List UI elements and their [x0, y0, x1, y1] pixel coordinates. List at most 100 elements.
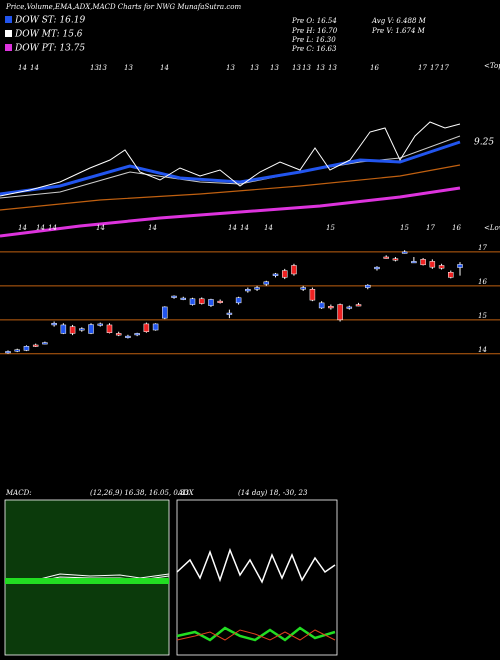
date-label: 13	[98, 64, 107, 72]
candle-body	[291, 265, 297, 275]
candle-body	[401, 251, 408, 254]
macd-histogram	[5, 578, 169, 584]
candle-body	[254, 287, 260, 290]
stat: Pre L: 16.30	[291, 36, 336, 44]
y-tick-label: 14	[478, 346, 487, 354]
candle-body	[79, 328, 85, 331]
date-label: 13	[124, 64, 133, 72]
candle-body	[263, 281, 270, 285]
candle-body	[143, 323, 150, 332]
candle-body	[5, 351, 11, 354]
date-label: 15	[326, 224, 335, 232]
adx-panel	[176, 499, 338, 656]
date-label: 17	[426, 224, 435, 232]
date-label: 17	[440, 64, 449, 72]
adx-label: ADX	[177, 489, 195, 497]
candle-body	[180, 297, 187, 300]
date-label: 13	[90, 64, 99, 72]
legend-entry: DOW ST: 16.19	[14, 16, 85, 26]
candle-body	[235, 297, 242, 304]
adx-line	[176, 547, 336, 584]
candle-body	[217, 300, 223, 303]
candle-body	[171, 295, 177, 298]
candle-body	[134, 333, 140, 336]
stat: Pre V: 1.674 M	[371, 27, 426, 35]
candle-body	[309, 289, 316, 301]
y-tick-label: 16	[478, 278, 487, 286]
date-label: 13	[292, 64, 301, 72]
date-label: 14	[240, 224, 249, 232]
candle-body	[300, 287, 306, 290]
date-label: 14	[18, 64, 27, 72]
candle-body	[60, 324, 67, 334]
date-label: 16	[370, 64, 379, 72]
candle-body	[438, 265, 445, 269]
date-label: 15	[400, 224, 409, 232]
minus-di-line	[176, 629, 336, 641]
candle-body	[374, 266, 380, 270]
ema-line	[0, 186, 461, 238]
legend-swatch	[5, 16, 12, 23]
date-label: 17	[430, 64, 439, 72]
legend-swatch	[5, 30, 12, 37]
candle-body	[383, 256, 389, 259]
date-label: 14	[36, 224, 45, 232]
candle-body	[69, 326, 76, 334]
date-label: 13	[226, 64, 235, 72]
candle-body	[42, 342, 48, 345]
ema-line	[0, 135, 461, 199]
candle-body	[448, 272, 454, 278]
date-label: 14	[30, 64, 39, 72]
stat: Pre C: 16.63	[291, 45, 337, 53]
date-label: 14	[264, 224, 273, 232]
candle-body	[346, 306, 353, 309]
plus-di-line	[176, 626, 336, 642]
price-line	[0, 121, 461, 197]
stat: Avg V: 6.488 M	[371, 17, 427, 25]
date-label: 13	[316, 64, 325, 72]
candle-body	[115, 333, 122, 336]
candle-body	[272, 273, 279, 276]
candle-body	[411, 261, 417, 264]
candle-body	[318, 302, 325, 309]
candle-body	[106, 324, 113, 333]
candle-body	[365, 284, 371, 288]
candle-body	[429, 261, 436, 268]
candle-body	[392, 258, 399, 261]
candle-body	[328, 305, 334, 309]
candle-body	[245, 289, 251, 292]
lows-label: <Lows	[484, 224, 500, 232]
date-label: 14	[18, 224, 27, 232]
date-label: 14	[160, 64, 169, 72]
candle-body	[125, 335, 131, 338]
date-label: 16	[452, 224, 461, 232]
candle-body	[14, 349, 20, 352]
macd-values: (12,26,9) 16.38, 16.05, 0.33	[90, 489, 190, 497]
candle-body	[420, 259, 426, 266]
candle-body	[23, 346, 30, 351]
adx-values: (14 day) 18, -30, 23	[238, 489, 308, 497]
candle-body	[162, 306, 168, 319]
date-label: 14	[228, 224, 237, 232]
candle-body	[226, 312, 233, 315]
candle-body	[51, 322, 57, 326]
date-label: 14	[48, 224, 57, 232]
candle-body	[189, 298, 196, 305]
ema-line	[0, 140, 461, 196]
date-label: 14	[148, 224, 157, 232]
candle-body	[88, 324, 94, 334]
candle-body	[198, 298, 205, 304]
legend-swatch	[5, 44, 12, 51]
date-label: 14	[96, 224, 105, 232]
level-label: 9.25	[474, 138, 494, 148]
candle-body	[97, 323, 103, 326]
candle-body	[281, 270, 288, 278]
legend-entry: DOW PT: 13.75	[14, 44, 85, 54]
date-label: 13	[328, 64, 337, 72]
y-tick-label: 15	[478, 312, 487, 320]
candle-body	[337, 304, 343, 321]
candle-body	[355, 304, 362, 307]
y-tick-label: 17	[478, 244, 487, 252]
